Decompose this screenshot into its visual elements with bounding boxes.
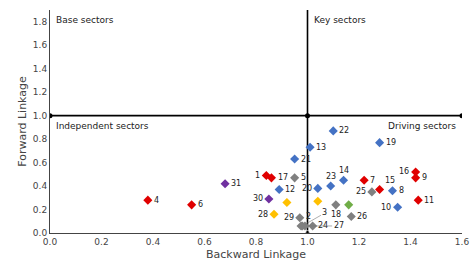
svg-text:0.2: 0.2 xyxy=(94,237,108,247)
svg-text:9: 9 xyxy=(422,173,427,182)
svg-text:0.4: 0.4 xyxy=(146,237,161,247)
svg-text:6: 6 xyxy=(198,200,203,209)
svg-text:1.4: 1.4 xyxy=(33,64,48,74)
svg-text:Base sectors: Base sectors xyxy=(56,15,114,25)
svg-text:Driving sectors: Driving sectors xyxy=(388,121,456,131)
svg-text:1.6: 1.6 xyxy=(33,40,48,50)
svg-text:5: 5 xyxy=(301,173,306,182)
svg-text:19: 19 xyxy=(386,138,396,147)
svg-text:14: 14 xyxy=(339,166,349,175)
svg-text:0.6: 0.6 xyxy=(33,158,48,168)
svg-text:16: 16 xyxy=(399,167,409,176)
svg-text:0.4: 0.4 xyxy=(33,181,48,191)
svg-text:30: 30 xyxy=(253,194,263,203)
svg-text:21: 21 xyxy=(301,155,311,164)
svg-text:3: 3 xyxy=(322,208,327,217)
svg-text:1.4: 1.4 xyxy=(403,237,418,247)
svg-text:27: 27 xyxy=(334,221,344,230)
svg-text:31: 31 xyxy=(231,179,241,188)
svg-text:0.0: 0.0 xyxy=(33,228,48,238)
svg-text:1.0: 1.0 xyxy=(300,237,315,247)
svg-text:0.6: 0.6 xyxy=(197,237,212,247)
svg-text:Independent sectors: Independent sectors xyxy=(56,121,149,131)
svg-text:10: 10 xyxy=(381,203,391,212)
svg-text:12: 12 xyxy=(285,185,295,194)
svg-text:22: 22 xyxy=(339,126,349,135)
svg-text:26: 26 xyxy=(357,212,367,221)
svg-text:15: 15 xyxy=(385,176,395,185)
svg-text:17: 17 xyxy=(278,173,288,182)
svg-text:1.6: 1.6 xyxy=(455,237,470,247)
svg-text:29: 29 xyxy=(284,213,294,222)
svg-text:1.2: 1.2 xyxy=(352,237,366,247)
svg-text:7: 7 xyxy=(370,176,375,185)
svg-text:11: 11 xyxy=(424,196,434,205)
svg-text:1.2: 1.2 xyxy=(33,87,47,97)
svg-text:1: 1 xyxy=(255,171,260,180)
svg-text:24: 24 xyxy=(318,221,328,230)
svg-text:1.8: 1.8 xyxy=(33,17,48,27)
svg-text:2: 2 xyxy=(306,212,311,221)
svg-text:28: 28 xyxy=(258,210,268,219)
svg-text:23: 23 xyxy=(326,172,336,181)
svg-text:13: 13 xyxy=(316,143,326,152)
svg-text:20: 20 xyxy=(302,184,312,193)
svg-text:25: 25 xyxy=(356,187,366,196)
svg-text:0.0: 0.0 xyxy=(43,237,58,247)
svg-text:1.0: 1.0 xyxy=(33,111,48,121)
svg-text:18: 18 xyxy=(331,210,341,219)
svg-text:0.8: 0.8 xyxy=(249,237,264,247)
svg-text:Key sectors: Key sectors xyxy=(314,15,366,25)
svg-text:0.8: 0.8 xyxy=(33,134,48,144)
svg-text:Forward Linkage: Forward Linkage xyxy=(16,76,29,167)
svg-text:0.2: 0.2 xyxy=(33,205,47,215)
svg-text:Backward Linkage: Backward Linkage xyxy=(206,248,306,261)
svg-text:8: 8 xyxy=(399,186,404,195)
svg-text:4: 4 xyxy=(154,196,159,205)
